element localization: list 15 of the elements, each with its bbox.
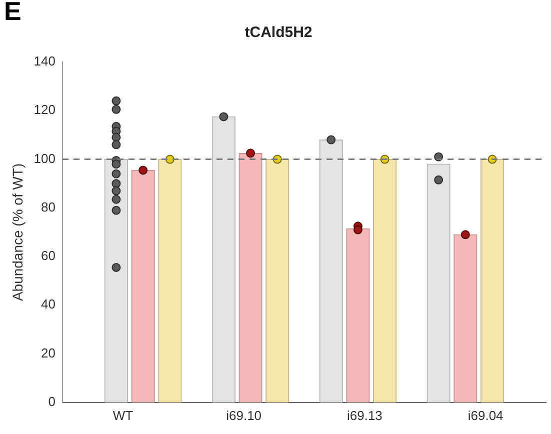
y-tick-label: 0: [48, 394, 56, 409]
y-tick-label: 80: [41, 199, 56, 214]
y-tick-label: 60: [41, 248, 56, 264]
y-tick-label: 100: [34, 150, 56, 166]
y-tick-label: 20: [41, 345, 56, 360]
y-tick-label: 40: [41, 296, 56, 312]
y-tick-label: 140: [34, 54, 56, 69]
x-tick-label: i69.10: [226, 408, 262, 423]
x-tick-label: i69.13: [346, 408, 382, 423]
x-tick-label: WT: [112, 408, 134, 423]
y-tick-label: 120: [34, 102, 56, 118]
chart-title: tCAld5H2: [244, 24, 312, 42]
text: E: [4, 0, 22, 26]
y-axis-title: Abundance (% of WT): [9, 163, 26, 302]
x-tick-label: i69.04: [468, 408, 504, 423]
